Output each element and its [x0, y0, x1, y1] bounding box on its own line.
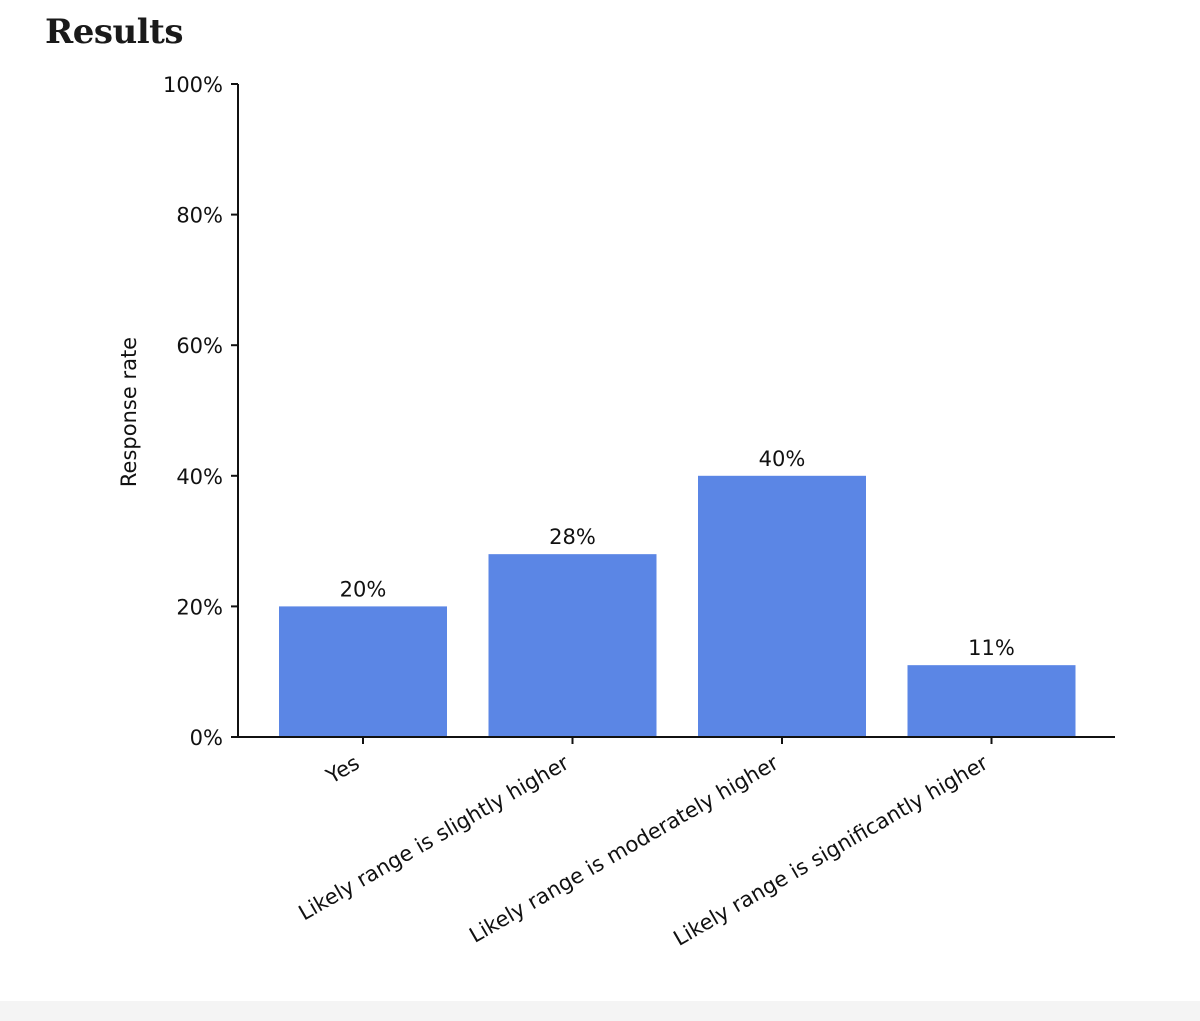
bar-4: [907, 665, 1076, 737]
page-title: Results: [45, 12, 184, 52]
data-label-4: 11%: [968, 636, 1015, 660]
data-label-2: 28%: [549, 525, 596, 549]
bar-3: [698, 475, 866, 737]
data-label-1: 20%: [340, 577, 387, 601]
y-tick-label-60: 60%: [176, 334, 223, 358]
y-tick-label-100: 100%: [163, 73, 223, 97]
bar-1: [279, 606, 447, 737]
x-tick-label-1: Yes: [321, 751, 363, 789]
y-tick-label-40: 40%: [176, 465, 223, 489]
y-tick-label-80: 80%: [176, 204, 223, 228]
bar-2: [488, 554, 657, 737]
bottom-band: [0, 1001, 1200, 1021]
y-tick-label-20: 20%: [176, 595, 223, 619]
data-label-3: 40%: [759, 447, 806, 471]
y-axis-title: Response rate: [117, 337, 141, 487]
y-tick-label-0: 0%: [190, 726, 223, 750]
